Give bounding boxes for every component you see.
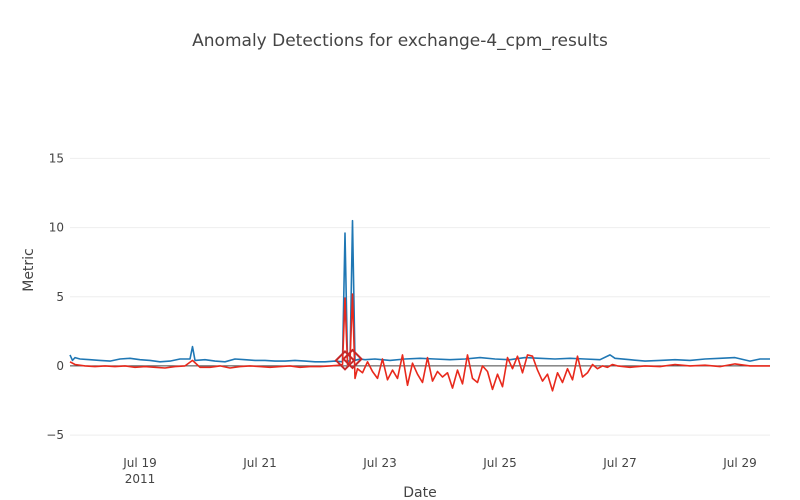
y-axis-title: Metric: [21, 248, 37, 292]
series-layer: [69, 219, 770, 392]
x-tick-label: Jul 19: [122, 456, 157, 470]
x-tick-label: Jul 27: [602, 456, 637, 470]
y-tick-label: 0: [56, 359, 64, 373]
x-tick-label: Jul 25: [482, 456, 517, 470]
x-tick-year-label: 2011: [125, 472, 156, 486]
grid: [70, 157, 770, 436]
y-tick-label: −5: [46, 428, 64, 442]
tick-labels: −5 0 5 10 15 Jul 19 2011 Jul 21 Jul 23 Jul 25 Jul …: [46, 151, 756, 486]
series-line-blue: [69, 219, 770, 363]
anomaly-markers: [334, 348, 363, 371]
y-tick-label: 10: [49, 221, 64, 235]
chart-title: Anomaly Detections for exchange-4_cpm_re…: [192, 31, 608, 51]
anomaly-marker[interactable]: [342, 348, 363, 370]
x-tick-label: Jul 29: [722, 456, 757, 470]
series-line-red: [69, 293, 770, 392]
y-tick-label: 5: [56, 290, 64, 304]
x-tick-label: Jul 23: [362, 456, 397, 470]
anomaly-marker[interactable]: [334, 349, 356, 371]
x-tick-label: Jul 21: [242, 456, 277, 470]
x-axis-title: Date: [403, 485, 436, 500]
y-tick-label: 15: [49, 151, 64, 165]
